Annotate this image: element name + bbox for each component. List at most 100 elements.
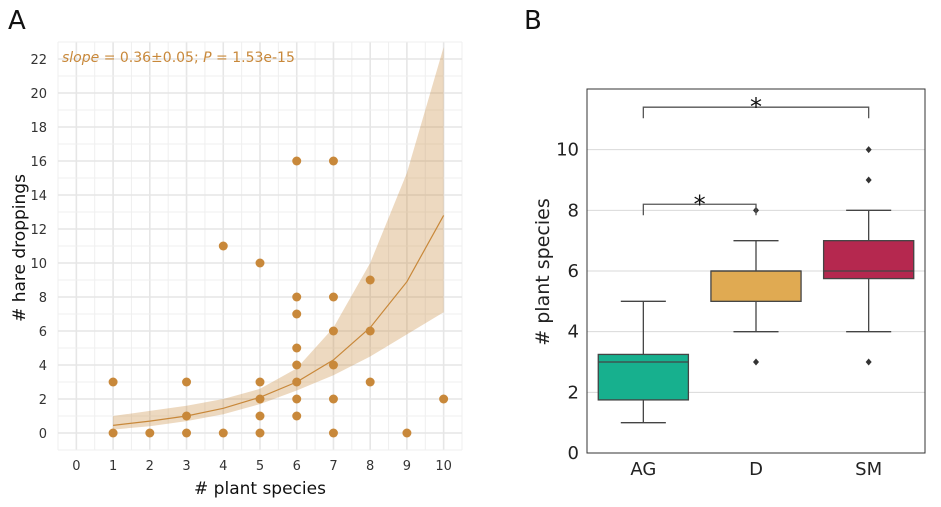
panel-letter-b: B	[524, 6, 542, 36]
panel-a-x-label: # plant species	[194, 479, 326, 499]
x-tick-label: 0	[72, 459, 80, 474]
data-point	[292, 156, 302, 166]
y-tick-label: 14	[30, 189, 47, 204]
panel-b-frame	[586, 88, 926, 454]
x-tick-label: 6	[293, 459, 301, 474]
significance-star: *	[694, 190, 706, 218]
y-tick-label: 18	[30, 121, 47, 136]
significance-bracket	[642, 203, 757, 216]
data-point	[328, 428, 338, 438]
data-point	[292, 394, 302, 404]
fit-line	[113, 215, 445, 426]
y-tick-label: 8	[568, 200, 579, 221]
y-tick-label: 4	[39, 359, 47, 374]
panel-letter-a: A	[8, 6, 26, 36]
panel-b-x-ticks: AG D SM	[630, 459, 882, 480]
annotation-p-value: = 1.53e-15	[212, 50, 295, 66]
x-tick-label: 7	[329, 459, 337, 474]
panel-b-y-ticks: 0 2 4 6 8 10	[556, 140, 579, 464]
confidence-band	[113, 47, 444, 430]
x-tick-label: 10	[435, 459, 452, 474]
data-point	[292, 377, 302, 387]
x-tick-label: AG	[630, 459, 656, 480]
y-tick-label: 4	[568, 322, 579, 343]
data-point	[255, 411, 265, 421]
data-point	[365, 326, 375, 336]
data-point	[328, 360, 338, 370]
y-tick-label: 10	[30, 257, 47, 272]
y-tick-label: 2	[568, 382, 579, 403]
annotation-slope-label: slope	[62, 50, 99, 66]
data-point	[255, 377, 265, 387]
annotation-p-label: P	[203, 50, 212, 66]
panel-a-points	[108, 156, 449, 438]
x-tick-label: 1	[109, 459, 117, 474]
data-point	[439, 394, 449, 404]
data-point	[328, 326, 338, 336]
outlier-point	[865, 358, 872, 366]
data-point	[182, 411, 192, 421]
x-tick-label: 4	[219, 459, 227, 474]
data-point	[292, 292, 302, 302]
data-point	[365, 275, 375, 285]
y-tick-label: 6	[568, 261, 579, 282]
y-tick-label: 0	[568, 443, 579, 464]
data-point	[182, 377, 192, 387]
outlier-point	[753, 358, 759, 366]
y-tick-label: 22	[30, 53, 47, 68]
panel-a-x-ticks: 0 1 2 3 4 5 6 7 8 9 10	[72, 459, 452, 474]
panel-a-y-label: # hare droppings	[10, 174, 30, 322]
y-tick-label: 12	[30, 223, 47, 238]
x-tick-label: D	[749, 459, 763, 480]
panel-a-annotation: slope = 0.36±0.05; P = 1.53e-15	[62, 50, 295, 66]
box-iqr	[597, 353, 690, 401]
data-point	[328, 292, 338, 302]
y-tick-label: 0	[39, 427, 47, 442]
data-point	[292, 343, 302, 353]
x-tick-label: SM	[855, 459, 882, 480]
y-tick-label: 16	[30, 155, 47, 170]
y-tick-label: 6	[39, 325, 47, 340]
box-d	[710, 206, 802, 366]
y-tick-label: 8	[39, 291, 47, 306]
panel-a-confidence-band	[113, 47, 444, 430]
data-point	[255, 428, 265, 438]
box-iqr	[710, 270, 802, 302]
data-point	[365, 377, 375, 387]
x-tick-label: 3	[182, 459, 190, 474]
x-tick-label: 2	[146, 459, 154, 474]
data-point	[255, 258, 265, 268]
box-ag	[597, 300, 690, 424]
outlier-point	[865, 176, 872, 184]
panel-a-y-ticks: 0 2 4 6 8 10 12 14 16 18 20 22	[30, 53, 47, 442]
box-iqr	[822, 240, 915, 280]
x-tick-label: 9	[403, 459, 411, 474]
y-tick-label: 10	[556, 140, 579, 161]
data-point	[402, 428, 412, 438]
data-point	[255, 394, 265, 404]
data-point	[328, 394, 338, 404]
data-point	[145, 428, 155, 438]
data-point	[182, 428, 192, 438]
data-point	[328, 156, 338, 166]
significance-bracket	[642, 106, 870, 119]
y-tick-label: 20	[30, 87, 47, 102]
data-point	[218, 428, 228, 438]
data-point	[108, 428, 118, 438]
outlier-point	[865, 146, 872, 154]
x-tick-label: 5	[256, 459, 264, 474]
data-point	[108, 377, 118, 387]
annotation-slope-value: = 0.36±0.05;	[99, 50, 203, 66]
data-point	[218, 241, 228, 251]
panel-b-significance: **	[642, 93, 870, 218]
y-tick-label: 2	[39, 393, 47, 408]
box-sm	[822, 146, 915, 366]
x-tick-label: 8	[366, 459, 374, 474]
data-point	[292, 309, 302, 319]
panel-b-y-label: # plant species	[532, 198, 554, 345]
panel-a-fit-line	[113, 215, 445, 426]
significance-star: *	[750, 93, 762, 121]
